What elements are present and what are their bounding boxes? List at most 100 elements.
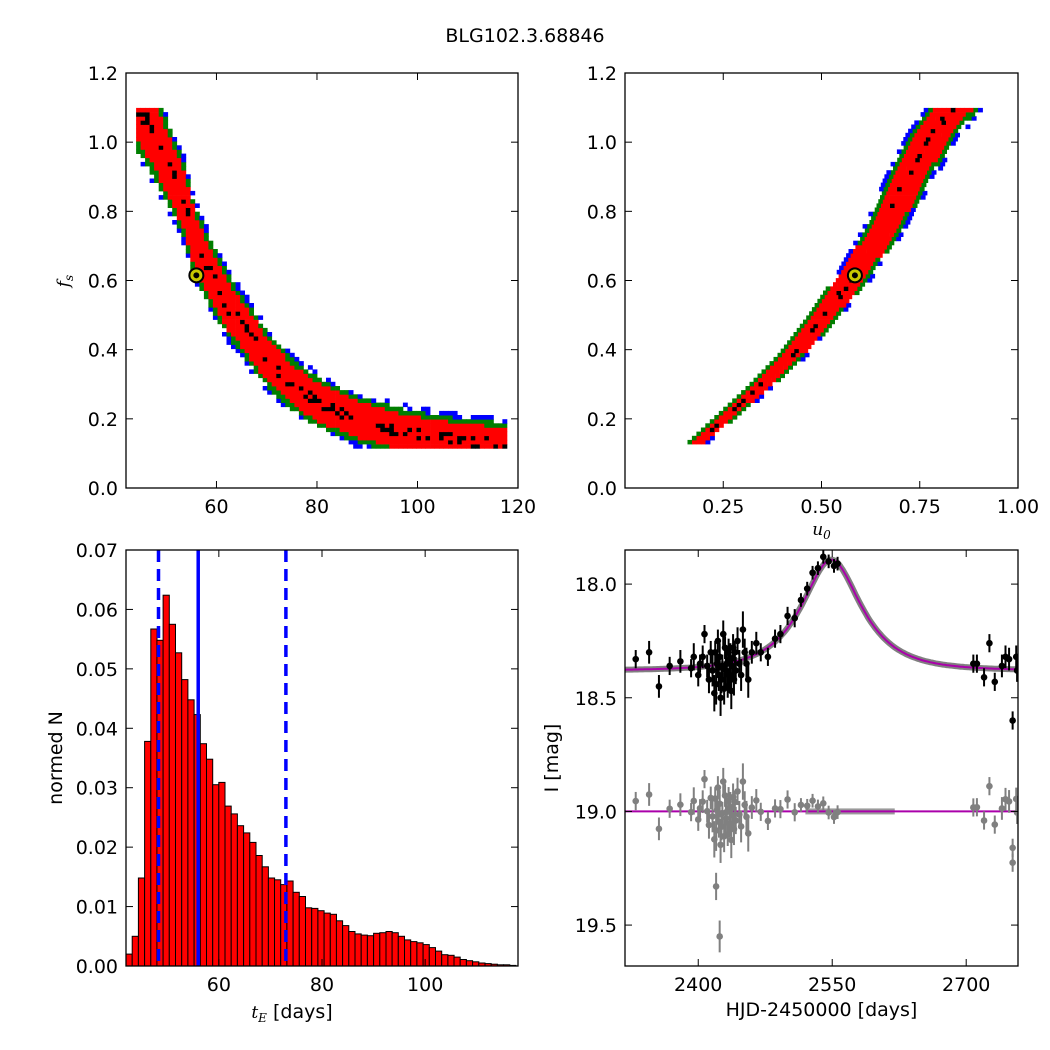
data-point [719,630,727,638]
density-cell [778,361,784,366]
density-cell [959,107,965,113]
density-cell [253,336,259,341]
density-cell [262,386,268,391]
density-cell [902,174,908,179]
density-cell [312,381,318,387]
density-cell [852,257,858,262]
density-cell [884,249,890,254]
density-cell [944,137,949,142]
density-cell [285,361,291,366]
density-cell [833,294,839,300]
density-cell [289,402,295,408]
density-cell [240,327,245,333]
density-cell [353,398,359,403]
density-cell [212,282,218,287]
histogram-bar [168,623,177,967]
density-cell [497,423,503,428]
density-cell [208,307,214,312]
density-cell [714,415,720,420]
density-cell [425,410,431,416]
density-cell [837,282,843,287]
density-cell [253,352,259,358]
density-cell [267,348,273,354]
density-cell [964,107,970,113]
density-cell [249,303,254,308]
density-cell [479,435,485,441]
density-cell [723,406,729,412]
data-point [727,687,735,695]
density-cell [880,240,886,246]
density-cell [810,315,816,320]
density-cell [280,365,286,370]
density-cell [475,431,481,437]
density-cell [873,253,879,258]
density-cell [294,406,300,412]
density-cell [457,427,463,433]
density-cell [303,390,309,395]
density-cell [235,303,241,308]
density-cell [145,128,150,134]
density-cell [185,182,191,188]
density-cell [466,423,472,428]
density-cell [913,190,919,196]
density-cell [894,182,900,188]
density-cell [389,406,395,412]
density-cell [905,178,911,183]
density-cell [317,386,322,391]
density-cell [763,381,768,387]
density-cell [484,435,490,441]
density-cell [443,439,449,445]
density-cell [194,215,200,221]
density-cell [212,261,218,266]
density-cell [831,311,837,316]
density-cell [244,344,250,350]
density-cell [348,423,354,428]
density-cell [911,124,917,130]
density-cell [829,307,835,312]
density-cell [919,132,924,138]
density-cell [780,348,786,354]
density-cell [861,257,867,262]
density-cell [194,232,200,237]
density-cell [226,294,232,300]
density-cell [867,224,873,229]
density-cell [439,427,444,433]
density-cell [176,145,182,150]
density-cell [955,107,961,113]
density-cell [258,340,264,345]
density-cell [208,298,214,304]
density-cell [897,166,903,171]
density-cell [235,323,241,329]
density-cell [950,141,956,146]
data-point [721,644,729,652]
density-cell [276,381,282,387]
density-cell [389,410,395,416]
density-cell [140,153,146,159]
density-cell [877,261,883,266]
data-point [716,653,723,661]
density-cell [885,203,891,208]
density-cell [244,340,250,345]
density-cell [912,203,918,208]
density-cell [262,340,268,345]
density-cell [901,141,907,146]
density-cell [768,386,773,391]
density-cell [240,319,245,325]
density-cell [909,199,915,204]
density-cell [917,161,923,167]
density-cell [375,402,381,408]
density-cell [393,439,399,445]
density-cell [796,327,802,333]
density-cell [208,244,214,250]
density-cell [847,294,853,300]
density-cell [973,107,979,113]
density-cell [909,178,915,183]
density-cell [869,220,875,225]
density-cell [889,182,895,188]
density-cell [452,444,458,449]
density-cell [185,207,191,212]
density-cell [267,377,273,383]
density-cell [466,427,472,433]
density-cell [871,215,876,221]
density-cell [929,124,935,130]
